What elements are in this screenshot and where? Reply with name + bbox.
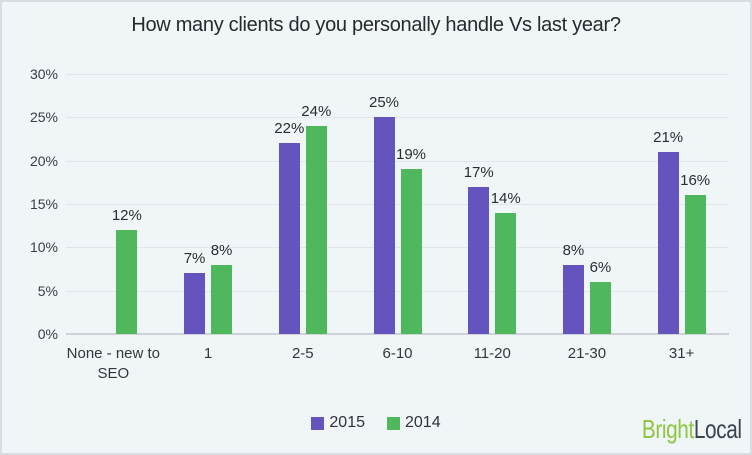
bar-value-label-2015: 7% [183, 250, 206, 268]
x-axis-category-label: 11-20 [473, 345, 511, 362]
gridline [66, 290, 729, 292]
bar-value-label-2014: 24% [301, 103, 332, 120]
x-axis-category-label: 1 [203, 345, 213, 362]
y-axis-tick-label: 30% [29, 66, 58, 82]
bar-value-label-2014: 19% [395, 146, 427, 164]
bar-2014 [116, 230, 138, 334]
bar-value-label-2014: 6% [589, 259, 612, 276]
legend-item-2015: 2015 [311, 414, 365, 432]
logo-local-text: Local [694, 414, 742, 444]
gridline [66, 160, 729, 162]
bar-2014 [684, 195, 706, 334]
y-axis-tick-label: 10% [29, 239, 58, 256]
y-axis-tick-label: 20% [29, 152, 58, 169]
bar-2015 [562, 264, 584, 334]
chart-title: How many clients do you personally handl… [131, 14, 621, 36]
bar-2014 [495, 212, 517, 334]
y-axis-tick-label: 15% [29, 196, 58, 212]
bar-2015 [657, 152, 679, 334]
x-axis-line [66, 333, 729, 335]
bar-value-label-2015: 21% [653, 129, 684, 146]
gridline [66, 117, 729, 119]
x-axis-category-label: None - new to SEO [66, 345, 161, 382]
legend-swatch-2014 [387, 416, 400, 430]
bar-value-label-2014: 14% [490, 189, 521, 207]
bar-value-label-2014: 16% [680, 172, 711, 190]
bar-value-label-2015: 8% [562, 241, 585, 259]
gridline [66, 74, 729, 75]
bar-2015 [468, 186, 490, 334]
x-axis-category-label: 6-10 [382, 345, 413, 362]
x-axis-category-label: 31+ [668, 345, 695, 362]
bar-2014 [211, 264, 233, 334]
bar-value-label-2015: 25% [368, 94, 400, 112]
legend-label-2014: 2014 [405, 414, 441, 431]
bar-2014 [305, 126, 327, 334]
bar-2015 [373, 117, 395, 334]
legend-label-2015: 2015 [329, 414, 365, 431]
legend: 2015 2014 [2, 414, 750, 432]
bar-2015 [184, 273, 206, 334]
y-axis-tick-label: 0% [37, 326, 58, 342]
gridline [66, 204, 729, 205]
y-axis-tick-label: 5% [37, 282, 58, 299]
bar-2014 [400, 169, 422, 334]
logo-bright-text: Bright [642, 414, 695, 444]
bar-value-label-2015: 22% [274, 120, 305, 138]
bar-value-label-2014: 12% [111, 207, 142, 224]
gridline [66, 247, 729, 249]
brightlocal-logo: BrightLocal [642, 414, 742, 445]
legend-item-2014: 2014 [387, 414, 441, 432]
legend-swatch-2015 [311, 416, 325, 430]
bar-value-label-2014: 8% [210, 241, 233, 259]
bar-2015 [278, 143, 300, 334]
bar-2014 [589, 282, 611, 334]
x-axis-category-label: 21-30 [567, 345, 607, 362]
bar-value-label-2015: 17% [463, 163, 494, 181]
x-axis-category-label: 2-5 [291, 345, 314, 362]
y-axis-tick-label: 25% [29, 109, 58, 126]
